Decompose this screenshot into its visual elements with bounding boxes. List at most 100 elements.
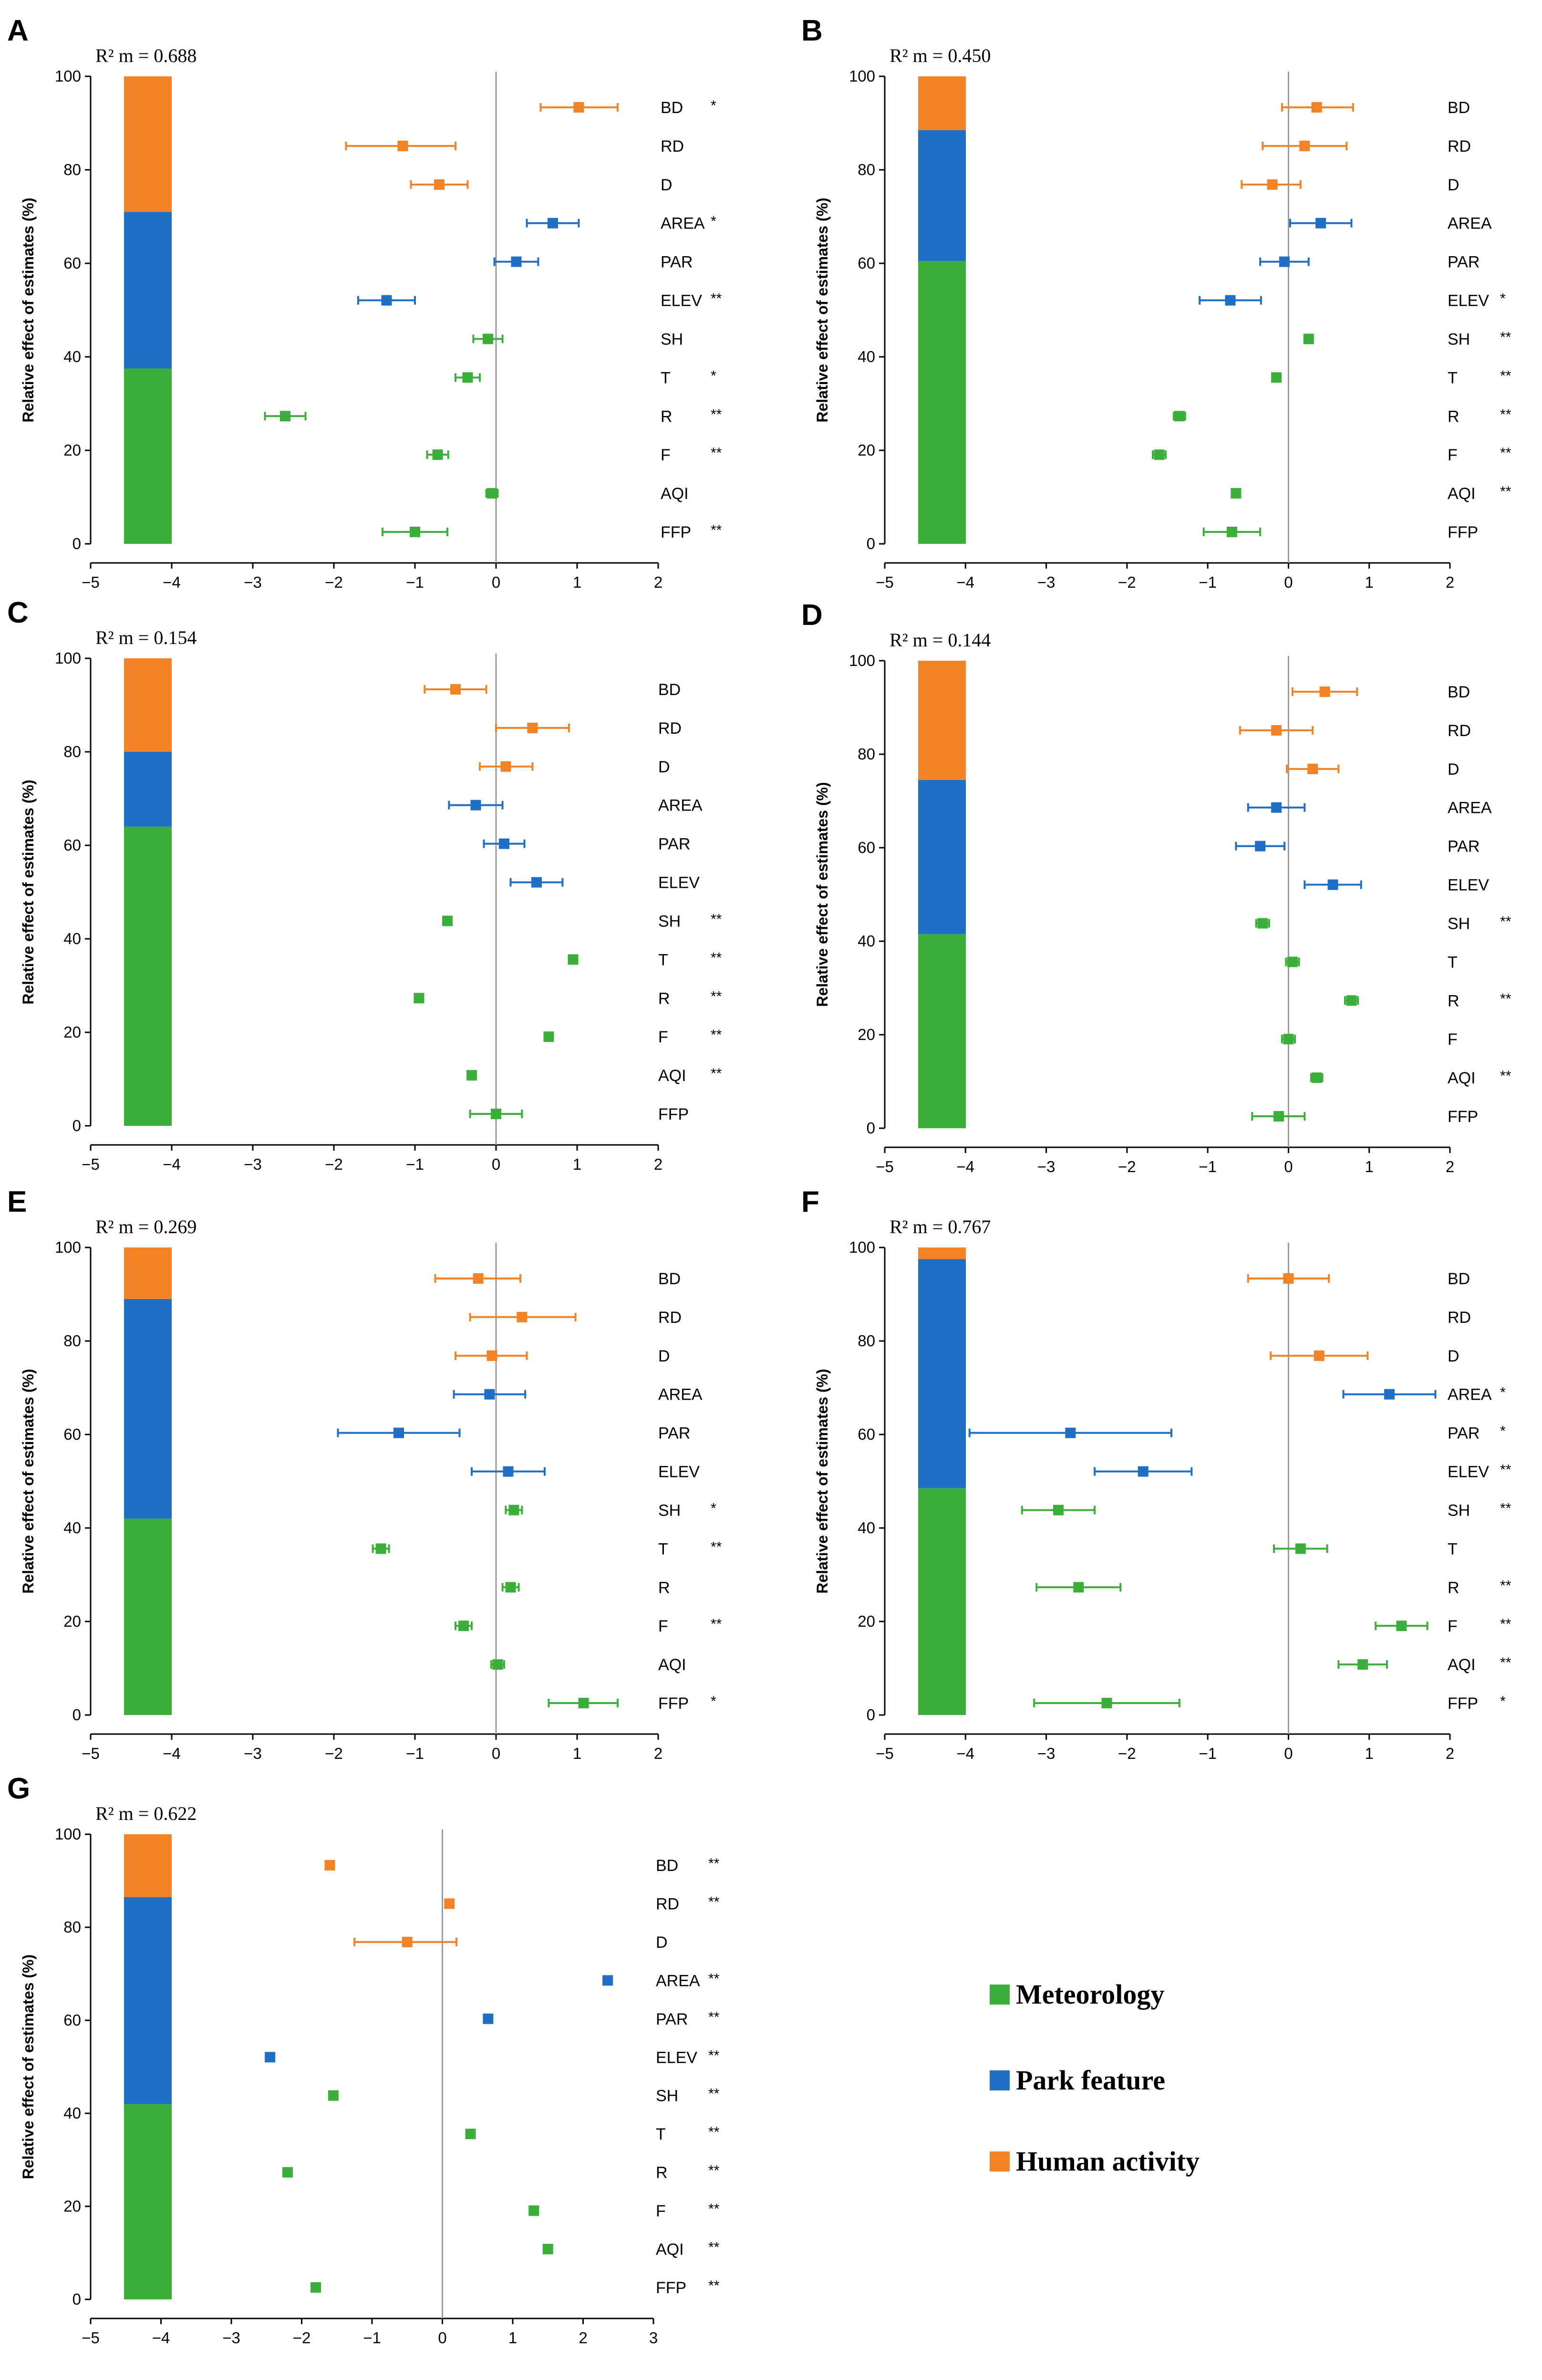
y-tick-label: 20 <box>858 441 875 459</box>
stack-segment-meteorology <box>124 2104 172 2299</box>
point-SH <box>442 915 453 926</box>
point-T <box>465 2129 476 2140</box>
point-R <box>414 993 424 1004</box>
point-BD <box>450 684 461 695</box>
y-tick-label: 40 <box>858 348 875 365</box>
y-tick-label: 60 <box>63 254 81 272</box>
stack-segment-human <box>124 76 172 212</box>
significance-T: * <box>711 368 716 384</box>
point-F <box>1396 1621 1407 1632</box>
significance-AREA: * <box>1500 1385 1506 1401</box>
point-D <box>500 761 511 772</box>
variable-label-T: T <box>656 2125 666 2143</box>
r2-label: R² m = 0.144 <box>890 629 991 651</box>
significance-F: ** <box>1500 445 1511 461</box>
x-tick-label: −2 <box>325 1155 343 1173</box>
significance-BD: ** <box>708 1856 720 1871</box>
variable-label-AQI: AQI <box>658 1656 686 1674</box>
significance-FFP: ** <box>711 522 722 538</box>
point-T <box>1271 372 1282 383</box>
panel-letter: G <box>7 1772 30 1805</box>
y-tick-label: 40 <box>63 348 81 365</box>
y-tick-label: 80 <box>63 1918 81 1936</box>
variable-label-ELEV: ELEV <box>658 1463 700 1481</box>
point-R <box>1346 995 1357 1006</box>
significance-T: ** <box>711 950 722 966</box>
significance-AQI: ** <box>708 2240 720 2255</box>
x-tick-label: −4 <box>163 573 181 591</box>
variable-label-BD: BD <box>1448 99 1470 117</box>
y-axis-label: Relative effect of estimates (%) <box>814 1369 831 1593</box>
point-F <box>458 1621 469 1632</box>
point-AREA <box>548 218 558 229</box>
point-AQI <box>492 1659 503 1670</box>
significance-ELEV: * <box>1500 291 1506 307</box>
point-PAR <box>1065 1427 1076 1438</box>
y-tick-label: 0 <box>72 2290 81 2308</box>
x-tick-label: 2 <box>654 1745 662 1762</box>
x-tick-label: −1 <box>1199 1745 1217 1762</box>
stack-segment-human <box>124 658 172 752</box>
stack-segment-park <box>918 130 966 261</box>
significance-T: ** <box>708 2124 720 2140</box>
point-T <box>1287 956 1298 967</box>
x-tick-label: −3 <box>244 1745 262 1762</box>
significance-R: ** <box>708 2163 720 2179</box>
variable-label-D: D <box>656 1933 668 1952</box>
variable-label-AREA: AREA <box>661 215 705 233</box>
point-D <box>402 1936 413 1947</box>
point-PAR <box>1279 256 1290 267</box>
significance-FFP: * <box>711 1694 716 1709</box>
point-FFP <box>578 1698 589 1708</box>
point-T <box>568 954 579 965</box>
variable-label-BD: BD <box>661 99 683 117</box>
variable-label-FFP: FFP <box>1448 1108 1478 1126</box>
point-AREA <box>602 1975 613 1986</box>
y-tick-label: 80 <box>858 1332 875 1350</box>
significance-PAR: * <box>1500 1424 1506 1439</box>
variable-label-R: R <box>1448 1579 1459 1597</box>
y-tick-label: 60 <box>63 2011 81 2029</box>
significance-PAR: ** <box>708 2009 720 2025</box>
y-tick-label: 80 <box>858 745 875 763</box>
point-AQI <box>466 1070 477 1081</box>
y-tick-label: 20 <box>63 1612 81 1630</box>
point-R <box>280 411 290 422</box>
variable-label-AQI: AQI <box>1448 1656 1476 1674</box>
stack-segment-park <box>124 1299 172 1519</box>
x-tick-label: 1 <box>1365 573 1374 591</box>
variable-label-D: D <box>1448 1347 1459 1365</box>
significance-AQI: ** <box>711 1066 722 1081</box>
x-tick-label: −1 <box>406 1155 424 1173</box>
variable-label-AREA: AREA <box>1448 215 1492 233</box>
point-ELEV <box>1225 295 1236 306</box>
y-tick-label: 40 <box>63 1519 81 1537</box>
x-tick-label: −4 <box>152 2329 170 2347</box>
stack-segment-meteorology <box>124 1518 172 1715</box>
variable-label-R: R <box>661 407 673 426</box>
variable-label-F: F <box>1448 446 1458 464</box>
y-tick-label: 0 <box>867 535 875 552</box>
point-RD <box>1271 725 1282 736</box>
significance-F: ** <box>1500 1616 1511 1632</box>
variable-label-ELEV: ELEV <box>661 292 702 310</box>
y-tick-label: 80 <box>858 161 875 178</box>
point-FFP <box>491 1109 501 1119</box>
variable-label-AREA: AREA <box>1448 1386 1492 1404</box>
y-tick-label: 100 <box>55 1238 81 1256</box>
point-AQI <box>1357 1659 1368 1670</box>
stack-segment-park <box>918 1259 966 1488</box>
point-ELEV <box>265 2052 276 2063</box>
point-ELEV <box>1138 1466 1149 1477</box>
variable-label-PAR: PAR <box>658 1424 690 1443</box>
variable-label-D: D <box>658 758 670 776</box>
point-ELEV <box>1327 879 1338 890</box>
y-tick-label: 100 <box>55 67 81 85</box>
point-PAR <box>499 838 509 849</box>
variable-label-PAR: PAR <box>661 253 693 271</box>
x-tick-label: 0 <box>1284 1745 1293 1762</box>
r2-label: R² m = 0.269 <box>95 1216 197 1237</box>
x-tick-label: 2 <box>654 1155 662 1173</box>
variable-label-FFP: FFP <box>661 523 691 541</box>
